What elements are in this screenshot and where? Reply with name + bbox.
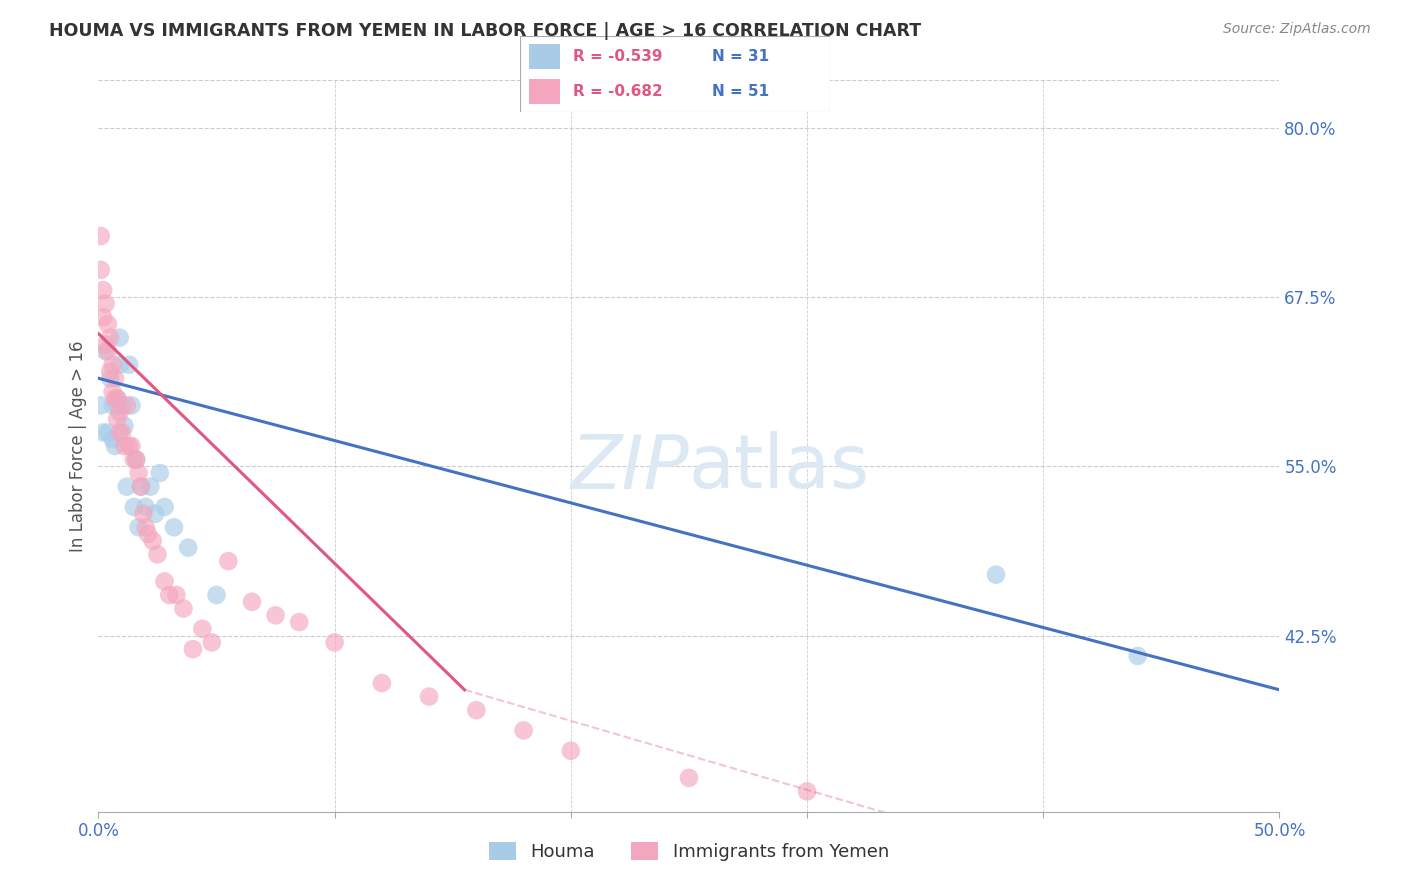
Point <box>128 520 150 534</box>
Point <box>122 452 145 467</box>
Point <box>101 384 124 399</box>
Point <box>135 500 157 514</box>
Point <box>153 574 176 589</box>
Point <box>205 588 228 602</box>
Point <box>105 398 128 412</box>
Point <box>112 439 135 453</box>
Point <box>90 263 112 277</box>
Point <box>165 588 187 602</box>
Point <box>177 541 200 555</box>
Point <box>163 520 186 534</box>
Point <box>101 398 124 412</box>
Point <box>115 480 138 494</box>
Point <box>149 466 172 480</box>
Point <box>121 439 143 453</box>
Point <box>97 425 120 440</box>
Point <box>98 364 121 378</box>
Point <box>678 771 700 785</box>
Point <box>125 452 148 467</box>
Point <box>108 425 131 440</box>
Point <box>104 439 127 453</box>
Text: Source: ZipAtlas.com: Source: ZipAtlas.com <box>1223 22 1371 37</box>
Point <box>94 297 117 311</box>
Legend: Houma, Immigrants from Yemen: Houma, Immigrants from Yemen <box>482 835 896 869</box>
Point <box>135 520 157 534</box>
Point <box>101 358 124 372</box>
Point <box>108 405 131 419</box>
Point <box>91 310 114 325</box>
Point <box>201 635 224 649</box>
Point <box>157 588 180 602</box>
Point <box>240 595 263 609</box>
Point <box>108 331 131 345</box>
Point <box>90 229 112 244</box>
Point <box>796 784 818 798</box>
Text: N = 31: N = 31 <box>711 49 769 64</box>
Point <box>105 412 128 426</box>
Point <box>121 398 143 412</box>
Point <box>560 744 582 758</box>
Point <box>172 601 194 615</box>
Point <box>101 432 124 446</box>
Point <box>111 398 134 412</box>
Point <box>323 635 346 649</box>
Text: HOUMA VS IMMIGRANTS FROM YEMEN IN LABOR FORCE | AGE > 16 CORRELATION CHART: HOUMA VS IMMIGRANTS FROM YEMEN IN LABOR … <box>49 22 921 40</box>
Text: N = 51: N = 51 <box>711 84 769 99</box>
Point <box>132 507 155 521</box>
Point <box>418 690 440 704</box>
Point <box>118 439 141 453</box>
Text: atlas: atlas <box>689 432 870 505</box>
FancyBboxPatch shape <box>530 44 561 69</box>
Point <box>142 533 165 548</box>
Point <box>97 344 120 359</box>
Point <box>91 425 114 440</box>
Point <box>98 371 121 385</box>
Text: R = -0.682: R = -0.682 <box>572 84 662 99</box>
Point <box>512 723 534 738</box>
Point <box>146 547 169 561</box>
Point <box>465 703 488 717</box>
Point <box>191 622 214 636</box>
Point <box>90 398 112 412</box>
Point <box>181 642 204 657</box>
Point <box>108 358 131 372</box>
Point <box>118 358 141 372</box>
Point <box>104 392 127 406</box>
Text: R = -0.539: R = -0.539 <box>572 49 662 64</box>
Point <box>105 392 128 406</box>
Point <box>129 480 152 494</box>
Point <box>128 466 150 480</box>
Point <box>94 344 117 359</box>
Point <box>122 500 145 514</box>
Point <box>264 608 287 623</box>
Point <box>129 480 152 494</box>
Point <box>1126 648 1149 663</box>
Point <box>104 371 127 385</box>
Point <box>91 283 114 297</box>
Point <box>94 337 117 351</box>
Point <box>136 527 159 541</box>
Point <box>371 676 394 690</box>
Point <box>98 331 121 345</box>
Point <box>105 392 128 406</box>
Point <box>111 425 134 440</box>
Point <box>288 615 311 629</box>
Point <box>139 480 162 494</box>
FancyBboxPatch shape <box>520 36 830 112</box>
Y-axis label: In Labor Force | Age > 16: In Labor Force | Age > 16 <box>69 340 87 552</box>
Text: ZIP: ZIP <box>571 432 689 504</box>
Point <box>115 398 138 412</box>
FancyBboxPatch shape <box>530 78 561 104</box>
Point <box>97 317 120 331</box>
Point <box>112 418 135 433</box>
Point <box>984 567 1007 582</box>
Point <box>153 500 176 514</box>
Point <box>143 507 166 521</box>
Point <box>125 452 148 467</box>
Point <box>217 554 239 568</box>
